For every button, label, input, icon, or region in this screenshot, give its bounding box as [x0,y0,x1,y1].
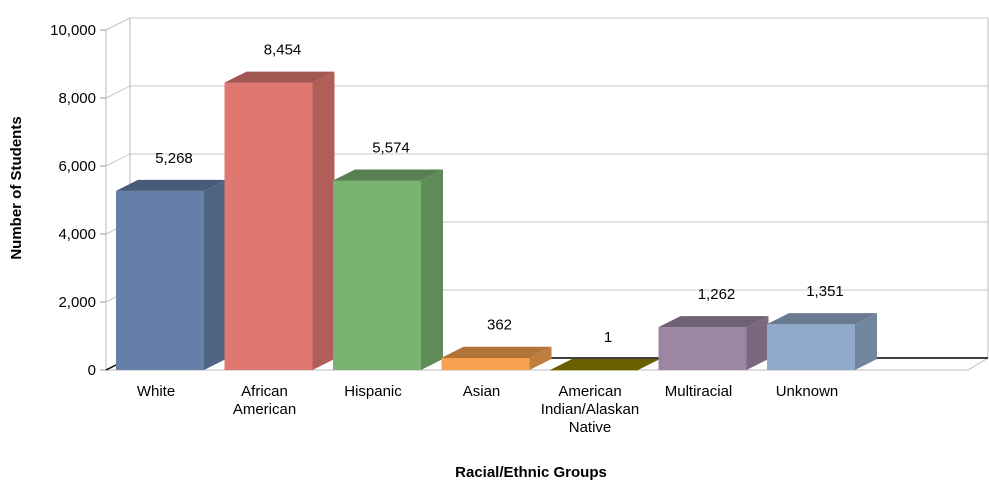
data-label: 362 [487,317,512,334]
x-category-label-line: Unknown [776,383,839,400]
gridline-side [105,85,131,99]
bar-front [550,369,638,371]
x-category-label: American Indian/Alaskan Native [541,383,639,436]
bar-front [767,324,855,370]
x-category-label: Unknown [776,383,839,400]
bar [767,313,877,370]
y-axis-title: Number of Students [8,116,25,259]
bar-front [333,180,421,370]
data-label: 1,351 [806,283,844,300]
y-tick-label: 2,000 [58,294,96,311]
bar [441,346,552,370]
x-category-label-line: American [558,383,621,400]
x-category-label-line: Native [569,419,612,436]
data-label: 1,262 [698,286,736,303]
bar-side [638,358,660,370]
x-category-label-line: Multiracial [665,383,733,400]
bar-side [855,313,877,370]
bar-front [658,327,747,370]
bar [333,169,443,370]
bar-top [550,358,660,370]
bar-top [333,169,443,181]
bar-top [441,346,552,358]
x-category-label-line: White [137,383,175,400]
gridline-side [105,153,131,167]
bar-side [204,179,226,370]
x-category-label: African American [233,383,296,418]
bar-side [312,71,335,371]
bar-front [116,190,204,370]
bar-front [441,357,530,370]
data-labels: 5,268 8,454 5,574 362 1 1,262 1,351 [155,42,844,346]
data-label: 1 [604,329,612,346]
gridline-side [105,17,131,31]
bar-top [224,71,335,83]
x-category-label-line: American [233,401,296,418]
x-axis-title: Racial/Ethnic Groups [455,464,607,481]
bar [550,358,660,371]
x-category-label: Multiracial [665,383,733,400]
bar-top [116,179,226,191]
bars [116,71,877,371]
bar [116,179,226,370]
bar [224,71,335,371]
bar-top [767,313,877,325]
y-tick-label: 8,000 [58,90,96,107]
x-category-label: Hispanic [344,383,402,400]
y-tick-label: 0 [88,362,96,379]
y-tick-label: 10,000 [50,22,96,39]
x-category-label-line: Indian/Alaskan [541,401,639,418]
y-tick-label: 6,000 [58,158,96,175]
x-category-label: White [137,383,175,400]
bar-top [658,316,769,328]
y-axis-ticks: 0 2,000 4,000 6,000 8,000 10,000 [50,22,106,379]
bar-side [746,316,769,370]
x-category-label-line: Hispanic [344,383,402,400]
x-category-label-line: Asian [463,383,501,400]
bar-side [529,346,552,370]
data-label: 5,268 [155,150,193,167]
data-label: 5,574 [372,139,410,156]
y-tick-label: 4,000 [58,226,96,243]
data-label: 8,454 [264,42,302,59]
bar-side [421,169,443,370]
x-category-label: Asian [463,383,501,400]
bar-front [224,82,313,371]
bar [658,316,769,370]
x-category-label-line: African [241,383,288,400]
